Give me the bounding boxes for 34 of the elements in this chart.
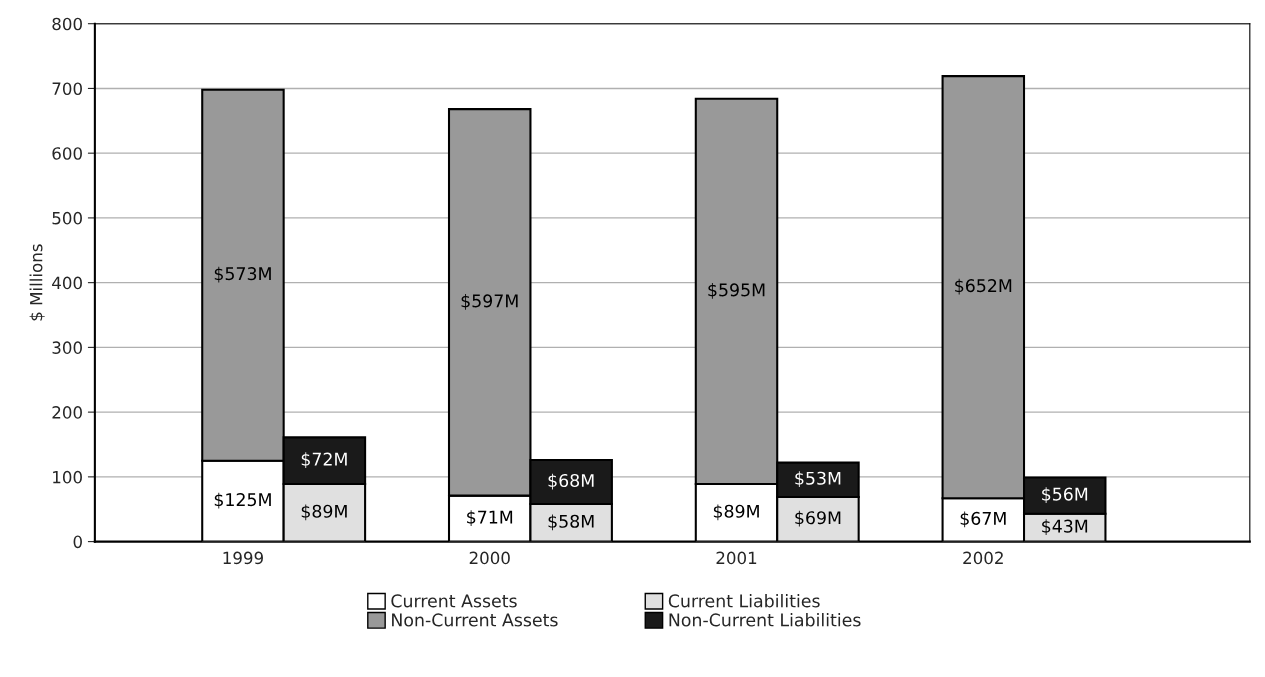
legend-label: Current Assets (391, 594, 517, 608)
y-tick-label: 200 (52, 406, 82, 419)
x-tick-label: 2001 (716, 551, 757, 565)
y-tick-label: 300 (52, 341, 82, 354)
data-label: $652M (955, 278, 1012, 295)
x-tick-label: 2000 (469, 551, 510, 565)
y-tick-label: 800 (52, 17, 82, 31)
data-label: $72M (301, 452, 347, 469)
data-label: $69M (795, 510, 841, 527)
legend-label: Non-Current Liabilities (669, 613, 861, 627)
data-label: $573M (214, 266, 271, 283)
data-label: $89M (713, 504, 759, 521)
y-tick-label: 400 (52, 276, 82, 290)
y-tick-label: 500 (52, 211, 82, 225)
legend-label: Non-Current Assets (392, 613, 558, 627)
x-tick-label: 1999 (223, 551, 263, 565)
y-tick-label: 0 (73, 535, 82, 549)
y-tick-label: 600 (52, 147, 82, 160)
y-tick-label: 100 (53, 470, 82, 484)
data-label: $53M (795, 471, 841, 488)
data-label: $597M (461, 293, 518, 310)
data-label: $43M (1042, 519, 1088, 536)
data-label: $67M (960, 511, 1006, 528)
data-label: $68M (548, 473, 594, 490)
x-tick-label: 2002 (963, 551, 1003, 565)
data-label: $71M (467, 510, 513, 526)
data-label: $89M (301, 504, 347, 521)
data-label: $595M (708, 282, 765, 299)
data-label: $58M (548, 514, 594, 531)
y-tick-label: 700 (52, 82, 82, 95)
data-label: $56M (1042, 487, 1088, 503)
y-axis-title: $ Millions (29, 244, 45, 321)
legend-label: Current Liabilities (668, 594, 820, 608)
data-label: $125M (214, 492, 271, 509)
